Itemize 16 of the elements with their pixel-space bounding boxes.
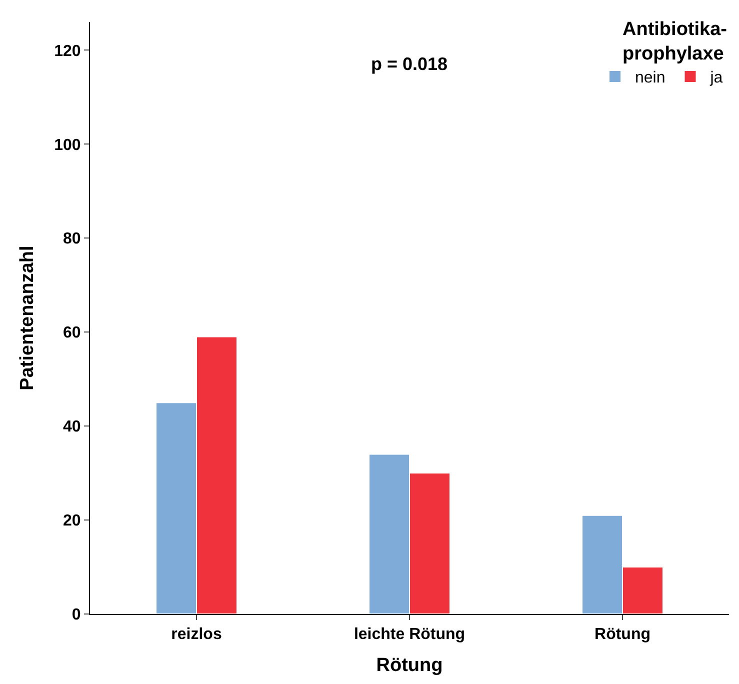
y-axis-title: Patientenanzahl	[16, 246, 38, 390]
x-axis-title: Rötung	[376, 655, 443, 676]
legend-label: ja	[709, 70, 723, 87]
legend-title: Antibiotika-prophylaxe	[622, 18, 727, 65]
y-tick-label: 100	[54, 136, 81, 154]
annotation: p = 0.018	[371, 54, 448, 74]
y-tick-label: 40	[63, 418, 81, 436]
x-tick-label: reizlos	[171, 626, 222, 644]
x-tick-label: Rötung	[594, 626, 650, 644]
y-tick-label: 0	[72, 606, 81, 624]
x-tick-label: leichte Rötung	[354, 626, 466, 644]
legend-label: nein	[635, 70, 666, 87]
y-tick-label: 20	[63, 512, 81, 530]
y-tick-label: 60	[63, 324, 81, 342]
y-tick-label: 120	[54, 42, 81, 60]
y-tick-label: 80	[63, 230, 81, 248]
